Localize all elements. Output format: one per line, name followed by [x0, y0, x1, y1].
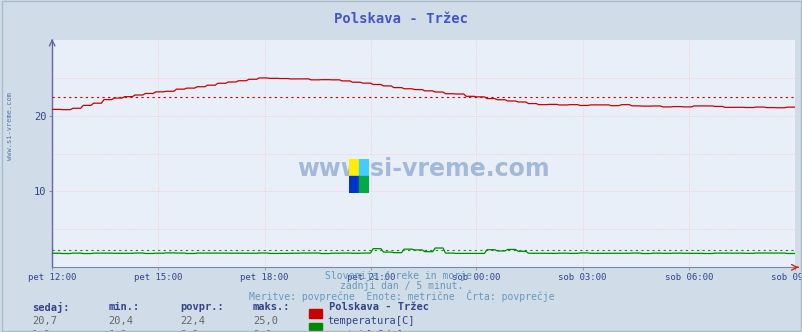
Text: www.si-vreme.com: www.si-vreme.com [297, 157, 549, 182]
Bar [359, 176, 369, 193]
Text: pretok[m3/s]: pretok[m3/s] [327, 330, 402, 332]
Text: zadnji dan / 5 minut.: zadnji dan / 5 minut. [339, 281, 463, 290]
Text: 1,8: 1,8 [108, 330, 127, 332]
Bar [349, 176, 359, 193]
Text: 22,4: 22,4 [180, 316, 205, 326]
Text: Meritve: povprečne  Enote: metrične  Črta: povprečje: Meritve: povprečne Enote: metrične Črta:… [249, 290, 553, 302]
Text: Slovenija / reke in morje.: Slovenija / reke in morje. [325, 271, 477, 281]
Text: 20,7: 20,7 [32, 316, 57, 326]
Bar [349, 159, 359, 176]
Text: 2,9: 2,9 [253, 330, 271, 332]
Text: sedaj:: sedaj: [32, 302, 70, 313]
Text: www.si-vreme.com: www.si-vreme.com [6, 92, 13, 160]
Text: 25,0: 25,0 [253, 316, 277, 326]
Text: povpr.:: povpr.: [180, 302, 224, 312]
Text: Polskava - Tržec: Polskava - Tržec [334, 12, 468, 26]
Text: 2,3: 2,3 [180, 330, 199, 332]
Text: min.:: min.: [108, 302, 140, 312]
Text: 1,8: 1,8 [32, 330, 51, 332]
Text: temperatura[C]: temperatura[C] [327, 316, 415, 326]
Text: 20,4: 20,4 [108, 316, 133, 326]
Text: Polskava - Tržec: Polskava - Tržec [329, 302, 429, 312]
Text: maks.:: maks.: [253, 302, 290, 312]
Bar [359, 159, 369, 176]
